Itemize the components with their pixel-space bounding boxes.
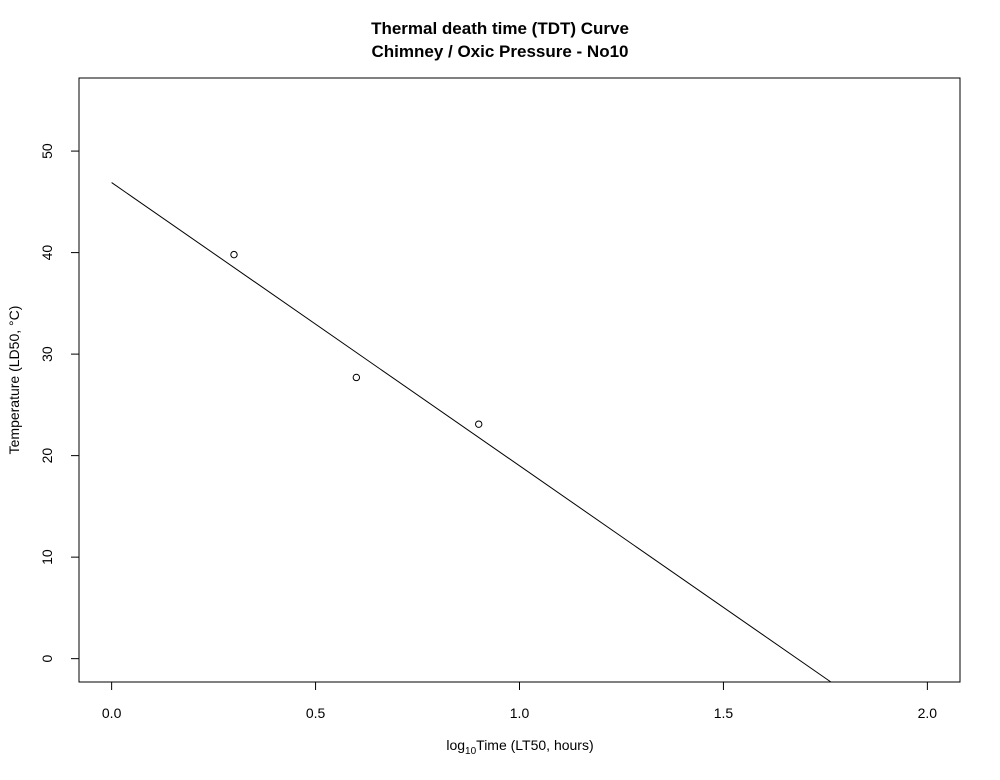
x-tick-label: 2.0 (918, 705, 938, 721)
x-tick-label: 0.0 (102, 705, 122, 721)
x-tick-label: 1.0 (510, 705, 530, 721)
y-tick-label: 30 (39, 346, 55, 362)
axes-group: 0.0 0.5 1.0 1.5 2.0 0 10 20 30 40 50 (39, 77, 961, 721)
x-tick-label: 0.5 (306, 705, 326, 721)
chart-title: Thermal death time (TDT) Curve (371, 19, 629, 38)
plot-box (78, 77, 961, 683)
data-point (475, 420, 483, 428)
y-tick-label: 0 (39, 655, 55, 663)
data-point (352, 373, 361, 382)
y-tick-label: 10 (39, 549, 55, 565)
y-tick-label: 40 (39, 245, 55, 261)
y-tick-label: 20 (39, 448, 55, 464)
x-axis-label: log10Time (LT50, hours) (446, 737, 594, 757)
x-tick-label: 1.5 (714, 705, 734, 721)
data-point (230, 250, 238, 259)
y-axis-label: Temperature (LD50, °C) (6, 305, 22, 455)
points-group (230, 250, 483, 428)
y-tick-label: 50 (39, 143, 55, 159)
fit-line-group (111, 182, 832, 683)
chart-subtitle: Chimney / Oxic Pressure - No10 (371, 42, 629, 61)
fit-line (111, 182, 832, 683)
